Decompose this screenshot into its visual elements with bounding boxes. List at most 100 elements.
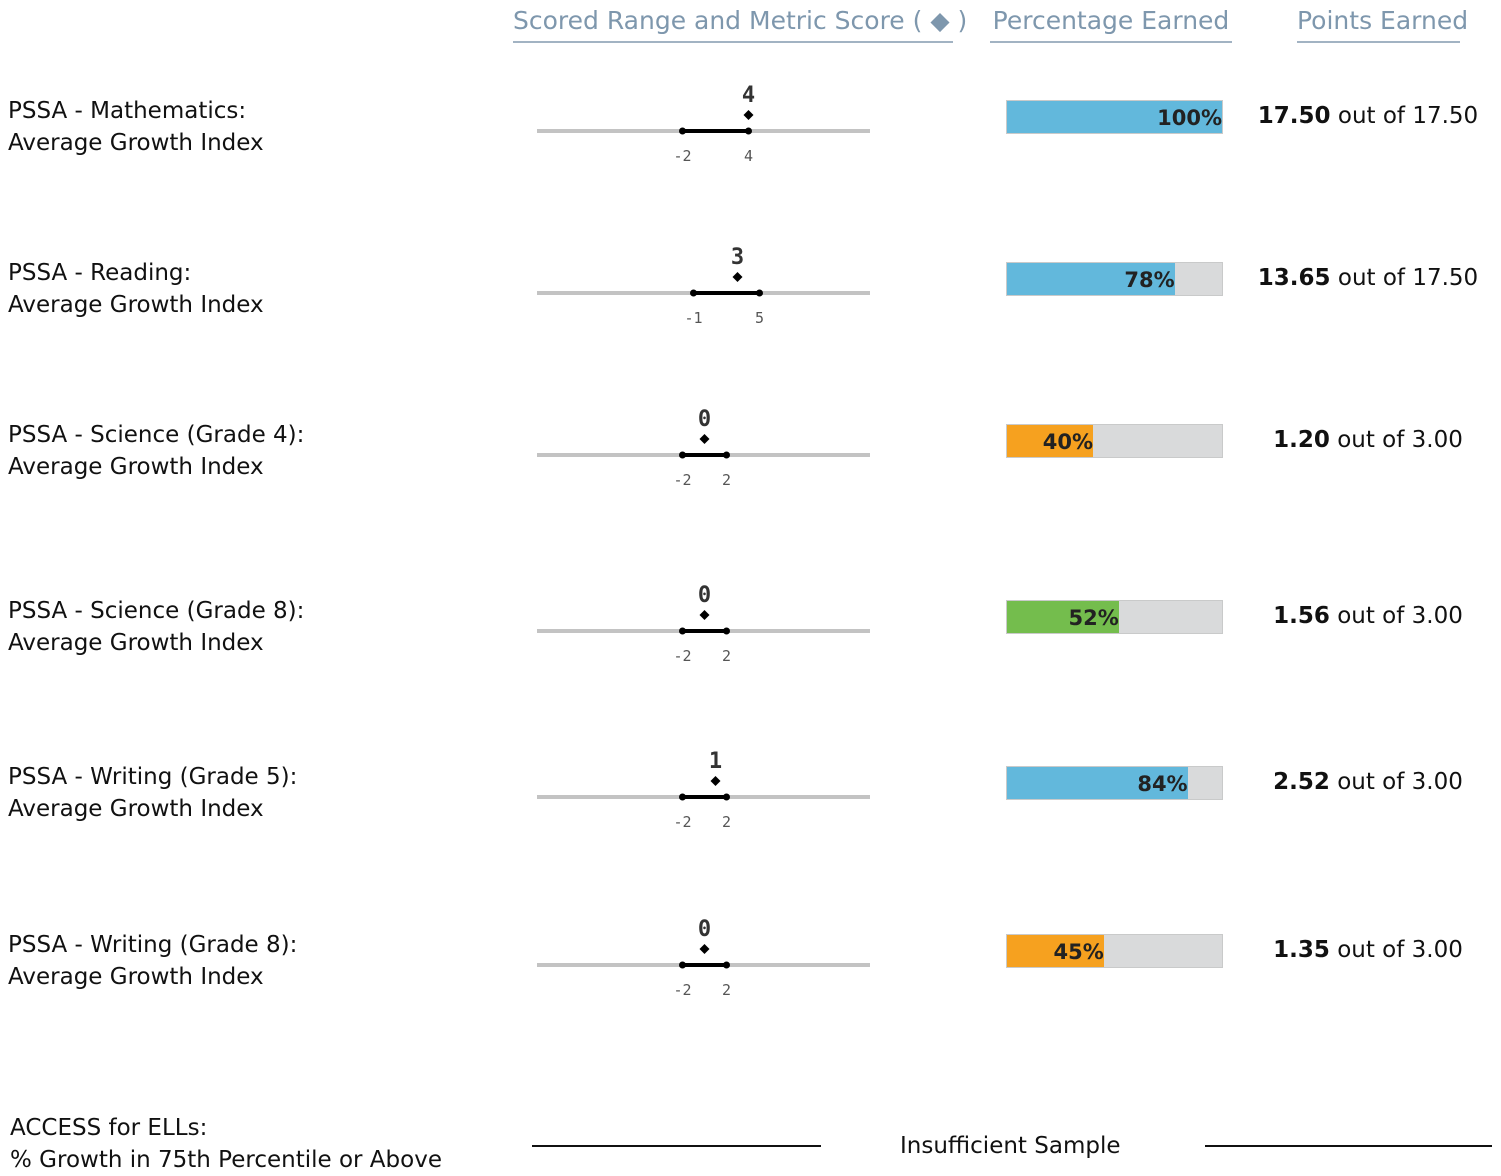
- range-high-endpoint: [745, 127, 752, 135]
- range-low-label: -2: [673, 471, 691, 489]
- metric-label-line2: Average Growth Index: [8, 292, 264, 318]
- header-percentage-earned: Percentage Earned: [990, 6, 1232, 43]
- metric-score-diamond-icon: [699, 434, 710, 444]
- metric-label: PSSA - Science (Grade 8): Average Growth …: [8, 595, 304, 659]
- access-ells-label: ACCESS for ELLs: % Growth in 75th Percen…: [10, 1112, 442, 1176]
- range-high-label: 2: [722, 813, 731, 831]
- points-max-value: 3.00: [1411, 937, 1463, 963]
- range-low-label: -2: [673, 981, 691, 999]
- out-of-text: out of: [1337, 103, 1406, 129]
- scored-range-scale: -2 2 0: [537, 917, 870, 1022]
- metric-label-line1: PSSA - Writing (Grade 5):: [8, 764, 298, 790]
- range-low-endpoint: [679, 451, 686, 459]
- points-earned-value: 1.56: [1273, 603, 1330, 629]
- out-of-text: out of: [1337, 265, 1406, 291]
- scored-range-svg: -1 5 3: [537, 245, 870, 327]
- footer-right-rule: [1205, 1145, 1492, 1147]
- metric-label-line2: Average Growth Index: [8, 964, 264, 990]
- points-earned: 13.65 out of 17.50: [1238, 261, 1498, 295]
- range-low-label: -2: [673, 647, 691, 665]
- metric-label: PSSA - Reading: Average Growth Index: [8, 257, 264, 321]
- points-max-value: 3.00: [1411, 603, 1463, 629]
- percentage-bar-fill: 84%: [1007, 767, 1188, 799]
- percentage-bar-fill: 40%: [1007, 425, 1093, 457]
- metric-score-diamond-icon: [699, 944, 710, 954]
- points-max-value: 3.00: [1411, 427, 1463, 453]
- metric-score-diamond-icon: [699, 610, 710, 620]
- metric-row: PSSA - Reading: Average Growth Index -1 5 3 7…: [0, 245, 1501, 350]
- range-high-label: 5: [755, 309, 764, 327]
- range-high-label: 2: [722, 981, 731, 999]
- range-high-endpoint: [723, 961, 730, 969]
- percentage-bar: 40%: [1006, 424, 1223, 458]
- header-scored-range: Scored Range and Metric Score ( ◆ ): [513, 6, 967, 43]
- metric-label: PSSA - Science (Grade 4): Average Growth …: [8, 419, 304, 483]
- percentage-bar: 100%: [1006, 100, 1223, 134]
- metric-label-line2: Average Growth Index: [8, 130, 264, 156]
- header-points-earned: Points Earned: [1297, 6, 1468, 43]
- points-earned-value: 13.65: [1257, 265, 1331, 291]
- scored-range-svg: -2 2 0: [537, 917, 870, 999]
- range-high-label: 2: [722, 471, 731, 489]
- percentage-bar-fill: 78%: [1007, 263, 1175, 295]
- percentage-label: 45%: [1053, 940, 1104, 964]
- metric-score-diamond-icon: [732, 272, 743, 282]
- points-max-value: 17.50: [1412, 103, 1479, 129]
- range-low-label: -2: [673, 147, 691, 165]
- range-low-label: -1: [684, 309, 702, 327]
- percentage-bar: 84%: [1006, 766, 1223, 800]
- percentage-label: 40%: [1042, 430, 1093, 454]
- metric-label-line1: PSSA - Reading:: [8, 260, 192, 286]
- percentage-label: 78%: [1124, 268, 1175, 292]
- percentage-label: 52%: [1068, 606, 1119, 630]
- scored-range-svg: -2 2 1: [537, 749, 870, 831]
- points-earned: 2.52 out of 3.00: [1238, 765, 1498, 799]
- percentage-label: 100%: [1157, 106, 1222, 130]
- points-max-value: 17.50: [1412, 265, 1479, 291]
- footer-left-rule: [532, 1145, 821, 1147]
- points-earned-value: 1.20: [1273, 427, 1330, 453]
- metric-label-line2: Average Growth Index: [8, 630, 264, 656]
- points-max-value: 3.00: [1411, 769, 1463, 795]
- access-ells-label-line2: % Growth in 75th Percentile or Above: [10, 1147, 442, 1173]
- range-low-endpoint: [679, 793, 686, 801]
- out-of-text: out of: [1337, 603, 1405, 629]
- points-earned: 1.35 out of 3.00: [1238, 933, 1498, 967]
- range-low-endpoint: [679, 961, 686, 969]
- percentage-bar-fill: 52%: [1007, 601, 1119, 633]
- metric-label-line2: Average Growth Index: [8, 796, 264, 822]
- range-low-label: -2: [673, 813, 691, 831]
- percentage-bar: 45%: [1006, 934, 1223, 968]
- scored-range-scale: -2 2 1: [537, 749, 870, 854]
- metric-score-label: 0: [698, 917, 711, 942]
- metric-row: PSSA - Science (Grade 4): Average Growth …: [0, 407, 1501, 512]
- scored-range-scale: -2 2 0: [537, 407, 870, 512]
- points-earned-value: 1.35: [1273, 937, 1330, 963]
- metric-label: PSSA - Writing (Grade 5): Average Growth …: [8, 761, 297, 825]
- range-high-endpoint: [723, 451, 730, 459]
- insufficient-sample-text: Insufficient Sample: [900, 1133, 1121, 1159]
- scored-range-scale: -1 5 3: [537, 245, 870, 350]
- metric-label-line1: PSSA - Writing (Grade 8):: [8, 932, 298, 958]
- metric-score-label: 1: [709, 749, 722, 774]
- metric-label: PSSA - Mathematics: Average Growth Index: [8, 95, 264, 159]
- metric-row: PSSA - Writing (Grade 8): Average Growth …: [0, 917, 1501, 1022]
- range-high-endpoint: [756, 289, 763, 297]
- scored-range-scale: -2 4 4: [537, 83, 870, 188]
- points-earned: 1.20 out of 3.00: [1238, 423, 1498, 457]
- metric-score-label: 4: [742, 83, 755, 108]
- metric-label-line1: PSSA - Mathematics:: [8, 98, 247, 124]
- metric-label-line1: PSSA - Science (Grade 8):: [8, 598, 305, 624]
- points-earned: 17.50 out of 17.50: [1238, 99, 1498, 133]
- metric-score-label: 3: [731, 245, 744, 270]
- metric-label-line1: PSSA - Science (Grade 4):: [8, 422, 305, 448]
- range-high-label: 2: [722, 647, 731, 665]
- percentage-bar: 78%: [1006, 262, 1223, 296]
- range-high-label: 4: [744, 147, 753, 165]
- points-earned: 1.56 out of 3.00: [1238, 599, 1498, 633]
- percentage-bar: 52%: [1006, 600, 1223, 634]
- out-of-text: out of: [1337, 937, 1405, 963]
- out-of-text: out of: [1337, 427, 1405, 453]
- metric-score-label: 0: [698, 407, 711, 432]
- percentage-label: 84%: [1137, 772, 1188, 796]
